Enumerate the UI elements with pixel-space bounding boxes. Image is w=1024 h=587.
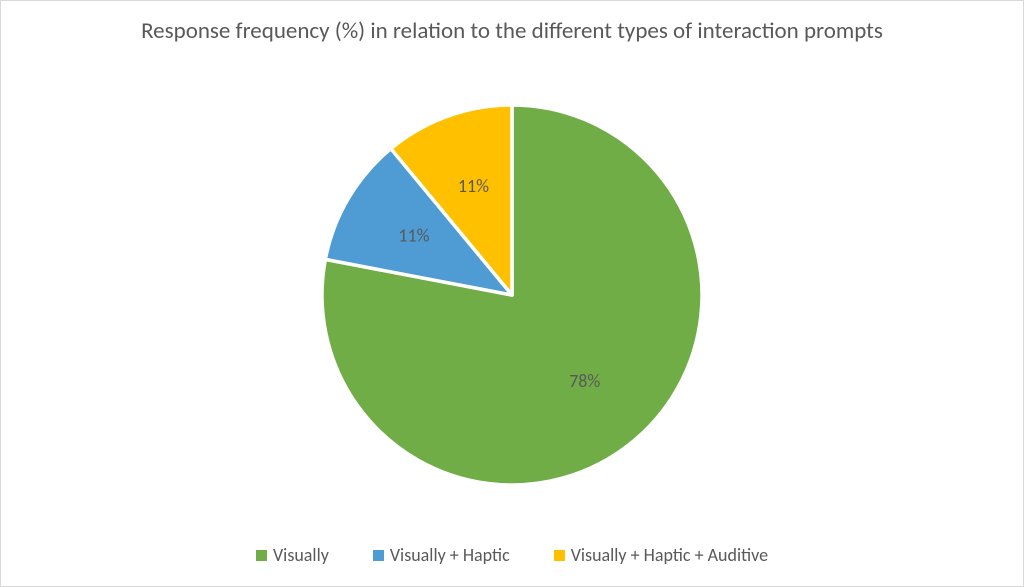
chart-frame: Response frequency (%) in relation to th… (0, 0, 1024, 587)
pie-slice-label: 11% (458, 175, 489, 197)
legend-swatch (554, 550, 565, 561)
legend-swatch (256, 550, 267, 561)
pie-slice-label: 78% (569, 370, 600, 392)
pie-chart: 78% 11% 11% (252, 85, 772, 505)
legend-item: Visually (256, 544, 329, 566)
legend-item: Visually + Haptic (373, 544, 510, 566)
legend-label: Visually (273, 544, 329, 566)
chart-title: Response frequency (%) in relation to th… (141, 17, 883, 46)
legend-label: Visually + Haptic + Auditive (571, 544, 768, 566)
pie-slice-label: 11% (398, 224, 429, 246)
legend-swatch (373, 550, 384, 561)
legend: Visually Visually + Haptic Visually + Hapt… (256, 536, 768, 570)
legend-label: Visually + Haptic (390, 544, 510, 566)
legend-item: Visually + Haptic + Auditive (554, 544, 768, 566)
pie-plot-area: 78% 11% 11% (25, 54, 999, 536)
